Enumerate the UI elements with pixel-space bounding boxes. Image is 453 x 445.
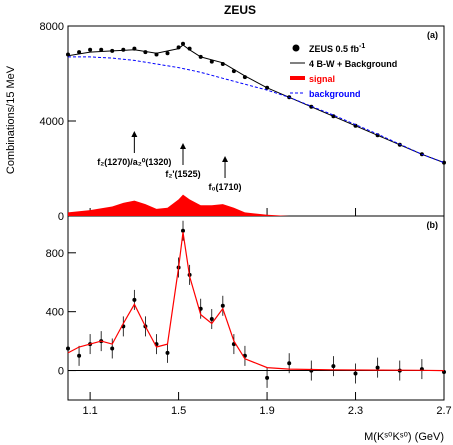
data-point-b bbox=[353, 371, 358, 376]
data-point-b bbox=[287, 361, 292, 366]
x-tick-label: 2.3 bbox=[348, 405, 363, 417]
data-point-b bbox=[209, 317, 214, 321]
annotation-arrowhead bbox=[222, 156, 229, 162]
panel-a-marks: f₂(1270)/a₂⁰(1320) f₂'(1525) f₀(1710) bbox=[66, 41, 446, 216]
y-tick-label-b: 800 bbox=[46, 248, 64, 260]
panel-a-tag: (a) bbox=[427, 30, 438, 40]
background-line bbox=[68, 56, 445, 164]
annotation-label: f₂'(1525) bbox=[165, 169, 200, 179]
data-point-a bbox=[99, 47, 104, 52]
y-tick-label-a: 4000 bbox=[40, 116, 64, 128]
fit-line-b bbox=[67, 232, 445, 372]
data-point-b bbox=[110, 346, 115, 351]
data-point-b bbox=[375, 365, 380, 370]
data-point-b bbox=[77, 353, 82, 358]
y-tick-label-a: 0 bbox=[58, 211, 64, 223]
y-axis-label-a: Combinations/15 MeV bbox=[5, 65, 17, 174]
panel-b-axes: 0 400 800 1.1 1.5 1.9 2.3 2.7 bbox=[46, 248, 452, 417]
panel-a: (a) bbox=[67, 25, 445, 217]
legend-marker-data bbox=[292, 44, 300, 52]
data-point-a bbox=[88, 47, 93, 52]
legend-label-signal: signal bbox=[309, 74, 335, 84]
panel-a-frame bbox=[67, 25, 445, 217]
x-tick-label: 1.9 bbox=[259, 405, 274, 417]
legend-label-data: ZEUS 0.5 fb-1 bbox=[309, 43, 365, 54]
panel-b-tag: (b) bbox=[427, 220, 439, 230]
x-tick-label: 2.7 bbox=[436, 405, 451, 417]
data-point-b bbox=[165, 350, 170, 355]
x-tick-label: 1.1 bbox=[82, 405, 97, 417]
chart-title: ZEUS bbox=[224, 3, 256, 17]
panel-b-marks bbox=[66, 220, 446, 388]
data-point-b bbox=[181, 228, 185, 233]
data-point-a bbox=[165, 51, 170, 56]
fit-line bbox=[67, 44, 445, 164]
data-point-a bbox=[77, 50, 82, 55]
y-tick-label-a: 8000 bbox=[40, 21, 64, 33]
legend: ZEUS 0.5 fb-1 4 B-W + Background signal … bbox=[290, 43, 397, 99]
signal-fill bbox=[68, 194, 290, 216]
legend-label-fit: 4 B-W + Background bbox=[309, 59, 397, 69]
panel-b: (b) bbox=[67, 215, 445, 401]
panel-a-axes: 0 4000 8000 bbox=[40, 21, 445, 223]
legend-label-background: background bbox=[309, 89, 361, 99]
annotation-label: f₂(1270)/a₂⁰(1320) bbox=[97, 157, 171, 167]
annotation-arrowhead bbox=[180, 143, 187, 149]
data-point-b bbox=[220, 303, 225, 308]
panel-b-frame bbox=[67, 215, 445, 401]
y-tick-label-b: 400 bbox=[46, 307, 64, 319]
annotation-label: f₀(1710) bbox=[208, 182, 241, 192]
legend-swatch-signal bbox=[290, 76, 305, 80]
x-tick-label: 1.5 bbox=[171, 405, 186, 417]
data-point-a bbox=[181, 41, 185, 46]
data-point-b bbox=[66, 346, 70, 351]
annotation-arrowhead bbox=[131, 131, 138, 137]
data-point-b bbox=[132, 297, 137, 302]
y-tick-label-b: 0 bbox=[58, 366, 64, 378]
data-point-b bbox=[265, 375, 270, 380]
data-point-b bbox=[331, 364, 336, 369]
x-axis-label: M(Kˢ⁰Kˢ⁰) (GeV) bbox=[364, 431, 444, 443]
